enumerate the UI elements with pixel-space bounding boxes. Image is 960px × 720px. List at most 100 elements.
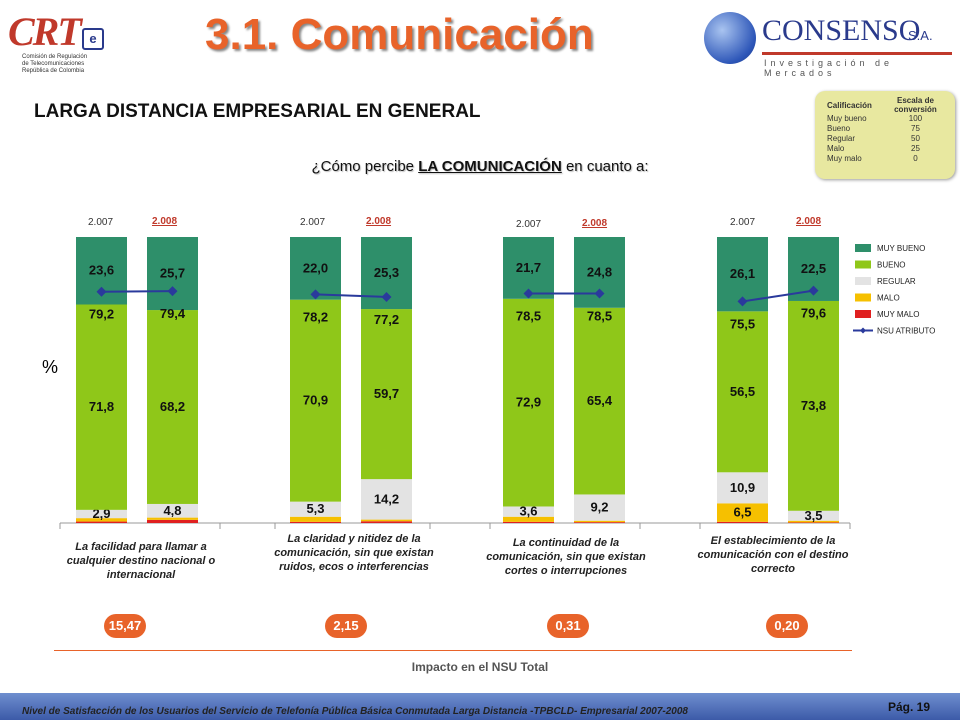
- bar-value-label: 25,7: [160, 266, 185, 281]
- legend-label: MALO: [877, 294, 900, 303]
- bar-value-label: 5,3: [306, 501, 324, 516]
- bar-segment: [76, 304, 127, 510]
- scale-row: Bueno 75: [827, 124, 920, 133]
- bar-segment: [574, 520, 625, 523]
- bar-value-label: 9,2: [590, 500, 608, 515]
- category-label: La claridad y nitidez de la comunicación…: [274, 533, 434, 573]
- bar-segment: [717, 311, 768, 473]
- bar-segment: [717, 503, 768, 522]
- bar-segment: [788, 522, 839, 523]
- bar-value-label: 70,9: [303, 393, 328, 408]
- legend-swatch: [855, 244, 871, 252]
- legend-label: BUENO: [877, 261, 905, 270]
- bar-segment: [503, 516, 554, 522]
- crt-logo-e-icon: e: [82, 28, 104, 50]
- category-label: La facilidad para llamar a cualquier des…: [66, 541, 216, 581]
- legend-swatch: [855, 293, 871, 302]
- bar-value-label: 25,3: [374, 265, 399, 280]
- bar-value-label: 22,0: [303, 260, 328, 275]
- chart-question: ¿Cómo percibe LA COMUNICACIÓN en cuanto …: [311, 158, 649, 175]
- nsu-value-label: 79,6: [801, 306, 826, 321]
- footer-bar: [0, 693, 960, 720]
- bar-segment: [788, 510, 839, 521]
- consenso-divider: [762, 52, 952, 55]
- nsu-value-label: 78,5: [516, 309, 541, 324]
- year-label: 2.007: [300, 217, 326, 228]
- year-label: 2.007: [88, 217, 114, 228]
- bar-value-label: 14,2: [374, 491, 399, 506]
- impact-badge: 0,31: [547, 614, 589, 638]
- year-label: 2.007: [730, 217, 756, 228]
- consenso-logo: CONSENSO S.A. Investigación de Mercados: [698, 8, 958, 78]
- bar-segment: [361, 479, 412, 520]
- page-number: Pág. 19: [888, 700, 931, 714]
- scale-row: Regular 50: [827, 134, 920, 143]
- bar-value-label: 73,8: [801, 398, 826, 413]
- bar-segment: [788, 520, 839, 523]
- nsu-value-label: 78,5: [587, 309, 612, 324]
- bar-value-label: 3,6: [519, 504, 537, 519]
- impact-badge: 0,20: [766, 614, 808, 638]
- nsu-point: [96, 286, 107, 297]
- section-subtitle: LARGA DISTANCIA EMPRESARIAL EN GENERAL: [34, 101, 481, 122]
- legend-swatch: [855, 260, 871, 269]
- bar-value-label: 56,5: [730, 384, 755, 399]
- scale-row: Muy bueno 100: [827, 114, 923, 123]
- impact-title: Impacto en el NSU Total: [411, 660, 549, 674]
- bar-segment: [503, 506, 554, 517]
- footer-text: Nivel de Satisfacción de los Usuarios de…: [22, 706, 688, 717]
- bar-segment: [76, 518, 127, 522]
- consenso-sa: S.A.: [908, 28, 933, 43]
- category-label: El establecimiento de la comunicación co…: [697, 535, 849, 575]
- nsu-point: [594, 288, 605, 299]
- scale-row: Muy malo 0: [827, 154, 918, 163]
- bar-segment: [788, 300, 839, 511]
- nsu-point: [523, 288, 534, 299]
- impact-divider: [54, 650, 852, 651]
- legend-swatch: [855, 277, 871, 285]
- scale-header-rating: Calificación: [827, 100, 872, 110]
- legend-label: NSU ATRIBUTO: [877, 327, 935, 336]
- bar-value-label: 23,6: [89, 263, 114, 278]
- year-label: 2.007: [516, 219, 542, 230]
- impact-badge: 2,15: [325, 614, 367, 638]
- impact-badge: 15,47: [104, 614, 146, 638]
- bar-value-label: 4,8: [163, 503, 181, 518]
- globe-icon: [704, 12, 756, 64]
- bar-segment: [574, 307, 625, 495]
- page-title: 3.1. Comunicación: [205, 10, 594, 59]
- legend-label: MUY MALO: [877, 310, 920, 319]
- bar-segment: [290, 299, 341, 502]
- bar-value-label: 21,7: [516, 260, 541, 275]
- bar-value-label: 10,9: [730, 480, 755, 495]
- bar-value-label: 6,5: [733, 505, 751, 520]
- nsu-point: [381, 291, 392, 302]
- category-label: La continuidad de la comunicación, sin q…: [486, 537, 646, 577]
- nsu-value-label: 75,5: [730, 316, 755, 331]
- nsu-value-label: 79,4: [160, 306, 186, 321]
- year-label: 2.008: [796, 216, 822, 227]
- legend-label: REGULAR: [877, 277, 916, 286]
- bar-value-label: 72,9: [516, 395, 541, 410]
- bar-segment: [503, 521, 554, 523]
- bar-segment: [574, 494, 625, 521]
- bar-value-label: 24,8: [587, 264, 612, 279]
- bar-segment: [147, 517, 198, 520]
- nsu-line: [315, 293, 387, 298]
- bar-segment: [147, 503, 198, 518]
- consenso-name: CONSENSO: [762, 14, 921, 47]
- nsu-point: [310, 289, 321, 300]
- bar-segment: [361, 521, 412, 523]
- nsu-value-label: 77,2: [374, 312, 399, 327]
- nsu-point: [737, 296, 748, 307]
- bar-segment: [503, 298, 554, 507]
- bar-segment: [361, 519, 412, 522]
- legend-swatch-marker: [860, 327, 866, 334]
- bar-segment: [290, 237, 341, 300]
- year-label: 2.008: [152, 216, 178, 227]
- bar-segment: [76, 521, 127, 523]
- bar-value-label: 26,1: [730, 266, 755, 281]
- bar-value-label: 3,5: [804, 508, 822, 523]
- legend-label: MUY BUENO: [877, 244, 925, 253]
